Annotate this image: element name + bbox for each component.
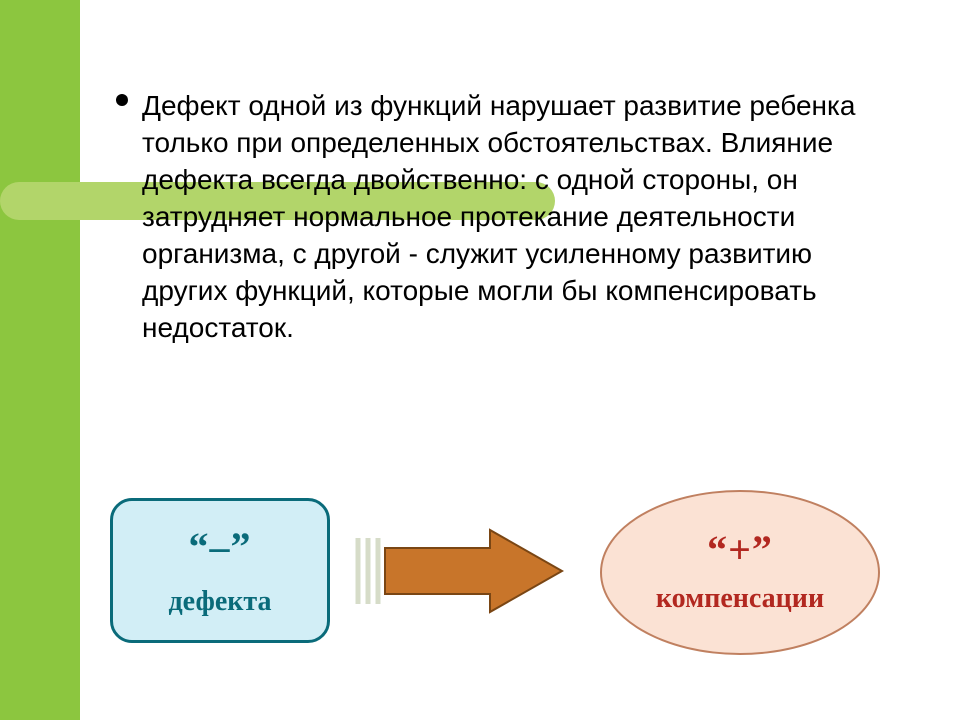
compensation-sign: “+” (602, 526, 878, 573)
arrow-shape (385, 530, 562, 612)
compensation-ellipse: “+” компенсации (600, 490, 880, 655)
diagram: “–” дефекта “+” компенсации (110, 498, 890, 678)
defect-label: дефекта (113, 586, 327, 618)
left-sidebar (0, 0, 80, 720)
arrow-tail-lines (358, 538, 378, 604)
arrow-icon (350, 526, 570, 616)
defect-box: “–” дефекта (110, 498, 330, 643)
bullet-icon (116, 94, 128, 106)
content-block: Дефект одной из функций нарушает развити… (96, 88, 896, 347)
compensation-label: компенсации (602, 583, 878, 615)
body-text: Дефект одной из функций нарушает развити… (142, 88, 896, 347)
defect-sign: “–” (113, 523, 327, 570)
